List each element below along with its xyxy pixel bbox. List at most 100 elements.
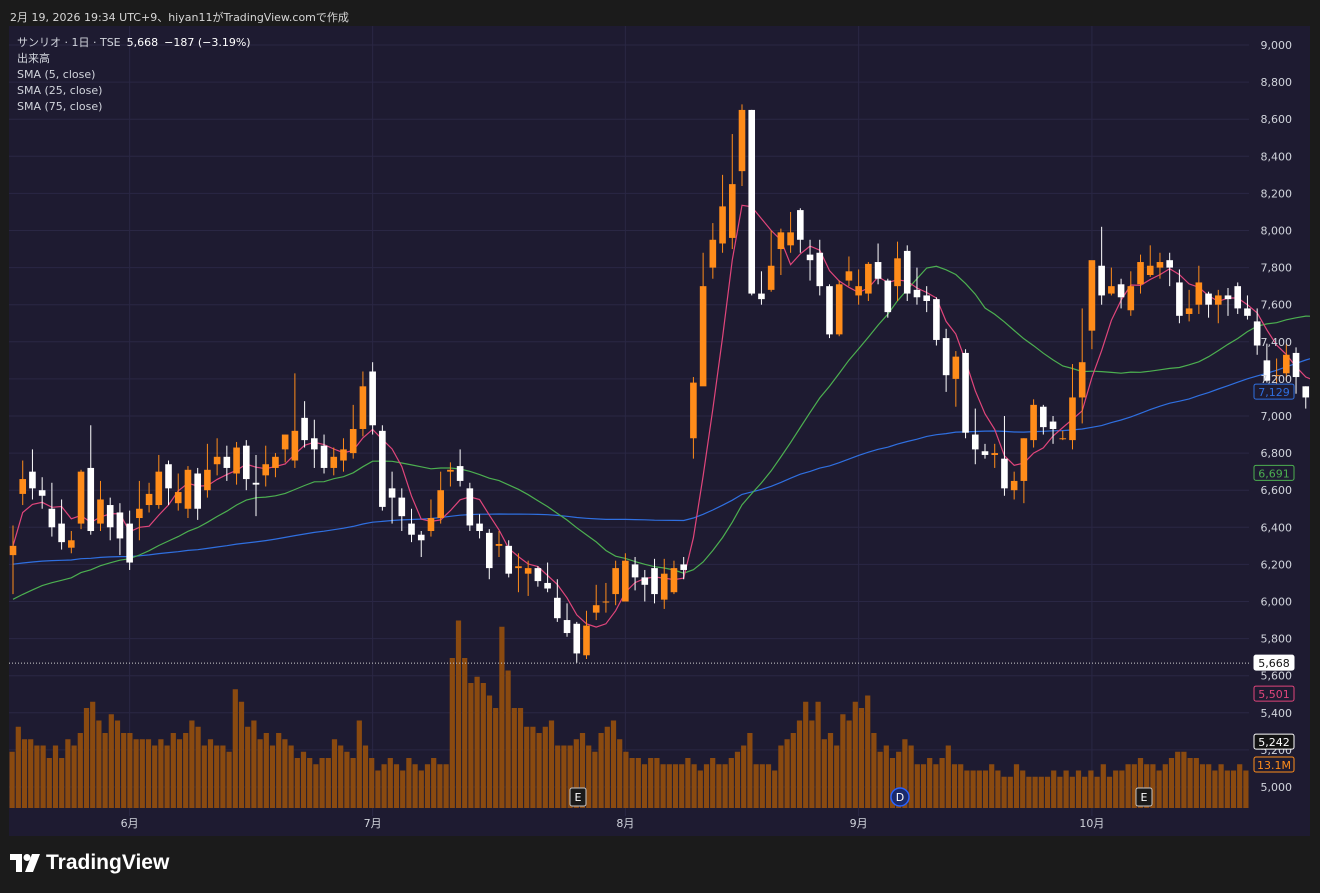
volume-bar	[245, 726, 251, 808]
candle-body	[408, 523, 415, 535]
candle-body	[165, 464, 172, 489]
volume-bar	[331, 739, 338, 808]
event-marker-earnings-icon	[569, 787, 587, 807]
event-marker-earnings-icon	[1135, 787, 1153, 807]
volume-bar	[381, 764, 387, 808]
volume-bar	[375, 770, 381, 808]
candle-body	[1244, 308, 1251, 316]
candle-body	[1069, 397, 1076, 441]
volume-bar	[1150, 764, 1156, 808]
candle-body	[340, 449, 347, 461]
candle-body	[417, 534, 425, 541]
y-tick-label: 9,000	[1261, 39, 1293, 52]
volume-bar	[1063, 770, 1069, 808]
volume-bar	[77, 733, 83, 808]
volume-bar	[1224, 770, 1230, 808]
candle-body	[981, 451, 989, 455]
volume-bar	[176, 739, 183, 808]
legend-last-price: 5,668	[126, 36, 159, 49]
volume-bar	[145, 739, 152, 808]
candle-body	[952, 356, 960, 379]
candle-body	[1127, 286, 1135, 311]
volume-bar	[1206, 764, 1212, 808]
candle-body	[1040, 406, 1047, 428]
candle-body	[272, 456, 279, 468]
legend-volume[interactable]: 出来高	[17, 52, 50, 65]
candle-body	[719, 206, 726, 244]
volume-bar	[741, 745, 747, 808]
legend-symbol: サンリオ · 1日 · TSE	[17, 36, 121, 49]
volume-bar	[257, 739, 263, 808]
volume-bar	[1175, 751, 1181, 808]
chart-legend: サンリオ · 1日 · TSE 5,668 −187 (−3.19%) 出来高 SM…	[17, 35, 251, 115]
candle-body	[485, 532, 493, 569]
candle-body	[641, 577, 649, 585]
legend-sma75[interactable]: SMA (75, close)	[17, 100, 103, 113]
volume-bar	[393, 764, 400, 808]
volume-bar	[902, 739, 908, 808]
candle-body	[427, 518, 435, 532]
volume-bar	[803, 701, 809, 808]
volume-bar	[821, 739, 827, 808]
candle-body	[631, 564, 639, 578]
legend-sma25[interactable]: SMA (25, close)	[17, 84, 103, 97]
tradingview-logo[interactable]: TradingView	[10, 851, 169, 875]
volume-bar	[468, 683, 474, 808]
volume-bar	[1032, 776, 1038, 808]
volume-bar	[517, 708, 524, 808]
volume-bar	[207, 739, 214, 808]
volume-bar	[65, 739, 71, 808]
volume-bar	[170, 733, 176, 808]
legend-symbol-row: サンリオ · 1日 · TSE 5,668 −187 (−3.19%)	[17, 35, 251, 51]
candle-body	[1283, 354, 1290, 374]
candle-body	[835, 284, 843, 335]
price-chart[interactable]: 5,0005,2005,4005,6005,8006,0006,2006,400…	[9, 26, 1310, 836]
candle-body	[194, 473, 201, 509]
candle-body	[126, 523, 133, 563]
volume-bar	[152, 745, 158, 808]
volume-bar	[747, 733, 753, 808]
legend-sma5[interactable]: SMA (5, close)	[17, 68, 96, 81]
volume-bar	[443, 764, 449, 808]
y-tick-label: 6,000	[1261, 596, 1293, 609]
candle-body	[826, 286, 833, 335]
volume-bar	[1094, 776, 1100, 808]
volume-bar	[1001, 776, 1007, 808]
candle-body	[903, 250, 911, 294]
volume-bar	[511, 708, 517, 808]
x-axis-label: 10月	[1079, 817, 1104, 830]
volume-bar	[263, 733, 269, 808]
volume-bar	[139, 739, 145, 808]
volume-bar	[90, 701, 96, 808]
chart-panel[interactable]: 5,000 5,200 5,400 5,600 5,800 6,000 6,200 6,400…	[9, 26, 1310, 836]
volume-bar	[858, 708, 865, 808]
volume-bar	[226, 751, 232, 808]
volume-bar	[561, 745, 567, 808]
candle-body	[184, 469, 192, 509]
candle-body	[38, 490, 46, 496]
volume-bar	[648, 758, 654, 808]
y-tick-label: 8,400	[1261, 150, 1293, 163]
candle-body	[1137, 262, 1144, 285]
candle-body	[544, 582, 551, 589]
volume-bar	[282, 739, 288, 808]
candle-body	[1263, 360, 1271, 381]
volume-bar	[914, 764, 920, 808]
volume-bar	[964, 770, 970, 808]
volume-bar	[679, 764, 685, 808]
y-tick-label: 8,800	[1261, 76, 1293, 89]
volume-bar	[1100, 764, 1106, 808]
volume-bar	[685, 758, 691, 808]
volume-bar	[548, 720, 555, 808]
price-label-sma25: 6,691	[1258, 467, 1290, 480]
volume-bar	[945, 745, 951, 808]
volume-bar	[635, 758, 641, 808]
candle-body	[1273, 375, 1280, 377]
volume-bar	[927, 758, 933, 808]
price-label-box-sma75	[1253, 383, 1295, 400]
volume-bar	[480, 683, 486, 808]
candle-body	[145, 493, 153, 506]
volume-bar	[307, 758, 313, 808]
volume-bar	[728, 758, 734, 808]
volume-bar	[623, 751, 629, 808]
